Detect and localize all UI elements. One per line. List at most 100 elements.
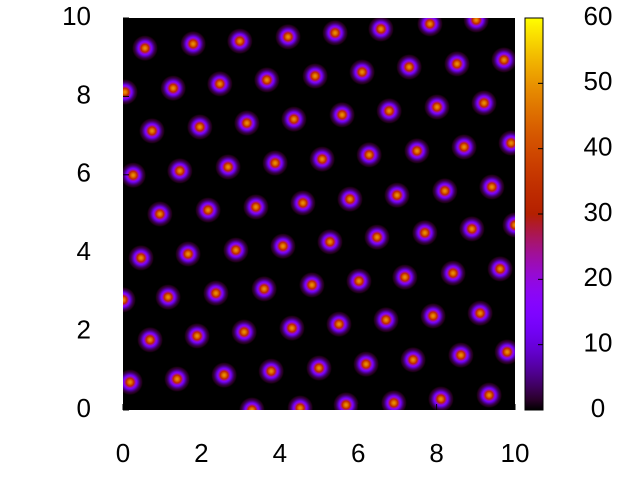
spot (309, 146, 336, 173)
x-tick-label: 10 (501, 438, 530, 468)
spot (164, 366, 191, 393)
spot (416, 18, 443, 37)
spot (123, 286, 136, 313)
spot (502, 211, 515, 238)
spot (431, 177, 458, 204)
spot (128, 244, 155, 271)
y-tick-label: 8 (77, 79, 91, 109)
y-tick-label: 6 (77, 158, 91, 188)
spot (471, 90, 498, 117)
spot (155, 284, 182, 311)
spot (494, 338, 515, 365)
colorbar-tick-label: 10 (584, 328, 613, 358)
spot (298, 271, 325, 298)
spot (202, 280, 229, 307)
spot (391, 264, 418, 291)
spot (242, 193, 269, 220)
spot (373, 306, 400, 333)
spot (322, 19, 349, 46)
spot (384, 182, 411, 209)
spot (180, 30, 207, 57)
spot (345, 268, 372, 295)
spot (364, 224, 391, 251)
spot (325, 311, 352, 338)
spot (423, 93, 450, 120)
spot (280, 106, 307, 133)
spot (443, 50, 470, 77)
spot (123, 162, 147, 189)
spot (349, 59, 376, 86)
spot (278, 315, 305, 342)
spot (463, 18, 490, 33)
spot (206, 70, 233, 97)
y-tick-label: 10 (62, 1, 91, 31)
spot (478, 173, 505, 200)
spot (258, 358, 285, 385)
spot (487, 255, 514, 282)
spot (333, 391, 360, 410)
x-tick-label: 8 (429, 438, 443, 468)
spot (146, 201, 173, 227)
spot (231, 318, 258, 345)
colorbar-tick-label: 30 (584, 197, 613, 227)
spot (316, 228, 343, 255)
spot (302, 63, 329, 90)
x-tick-label: 4 (273, 438, 287, 468)
x-tick-label: 0 (116, 438, 130, 468)
y-tick-label: 4 (77, 236, 91, 266)
spot (336, 186, 363, 213)
y-tick-label: 0 (77, 393, 91, 423)
spot (123, 369, 144, 396)
spot (447, 342, 474, 369)
colorbar-tick-label: 50 (584, 66, 613, 96)
spot (404, 137, 430, 164)
spots (123, 18, 515, 410)
spot (123, 79, 138, 106)
spot (289, 190, 316, 217)
y-tick-label: 2 (77, 314, 91, 344)
spot (195, 197, 222, 224)
colorbar-tick-label: 20 (584, 262, 613, 292)
spot (306, 355, 332, 382)
spot (131, 35, 158, 62)
spot (211, 362, 238, 389)
spot (451, 133, 478, 160)
spot (166, 157, 193, 184)
x-tick-label: 6 (351, 438, 365, 468)
spot (275, 23, 302, 50)
spot (400, 346, 427, 373)
spot (458, 215, 485, 242)
spot (476, 382, 503, 409)
x-tick-label: 2 (194, 438, 208, 468)
spot (420, 302, 447, 329)
spot (353, 351, 380, 378)
spot (269, 233, 296, 260)
spot (440, 260, 467, 287)
spot (160, 75, 187, 102)
spot (380, 389, 407, 410)
spot (427, 386, 454, 410)
spot (184, 322, 211, 349)
spot (222, 237, 249, 264)
spot (287, 395, 314, 410)
spot (226, 28, 253, 55)
spot (253, 66, 280, 93)
spot (251, 275, 278, 302)
spot (233, 110, 260, 137)
spot (329, 101, 356, 128)
spot (376, 97, 403, 124)
spot (215, 153, 242, 180)
spot (491, 46, 515, 73)
spot (137, 326, 164, 353)
spot (262, 150, 289, 177)
spot (186, 113, 213, 140)
spot (367, 18, 394, 42)
spot (175, 240, 202, 267)
colorbar-tick-label: 40 (584, 132, 613, 162)
spot (238, 397, 265, 410)
spot (396, 54, 423, 80)
spot (139, 117, 166, 144)
colorbar-tick-label: 0 (591, 393, 605, 423)
spot (467, 300, 494, 327)
